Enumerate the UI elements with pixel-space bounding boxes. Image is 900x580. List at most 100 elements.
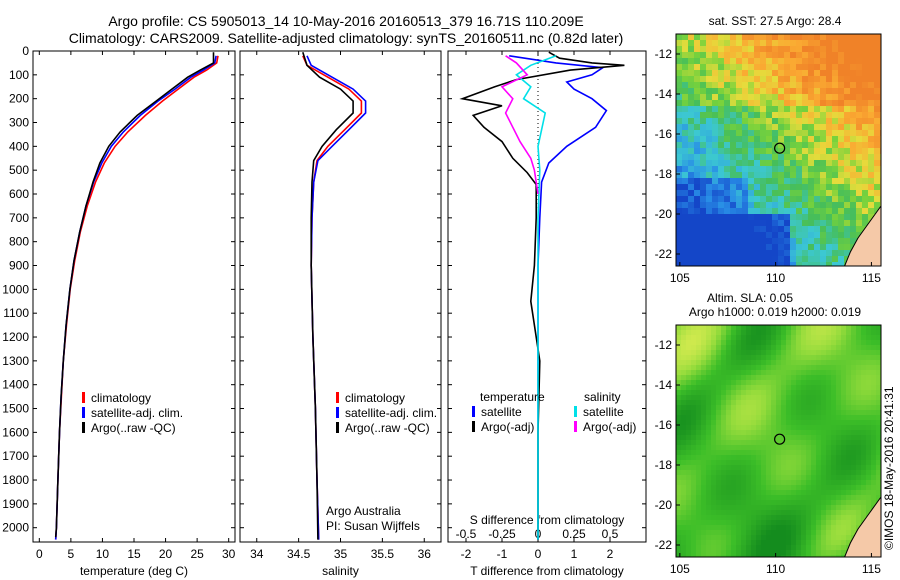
legend-swatch-climatology — [336, 392, 339, 403]
x-tick-label: 36 — [418, 547, 432, 561]
annotation-line-1: Argo Australia — [326, 504, 401, 518]
top-tick-label: -0.25 — [488, 527, 516, 541]
legend-label-satellite: satellite — [583, 405, 624, 419]
series-temperature-argo-adj — [459, 51, 625, 540]
y-tick-label: 500 — [9, 163, 29, 177]
legend-swatch-argo-raw-qc — [336, 422, 339, 433]
legend-swatch-satellite — [472, 406, 475, 417]
y-tick-label: -14 — [655, 87, 673, 101]
x-tick-label: 30 — [222, 547, 236, 561]
series-salinity-satellite — [515, 55, 557, 540]
y-tick-label: 300 — [9, 116, 29, 130]
top-tick-label: 0.5 — [602, 527, 619, 541]
x-tick-label: 34.5 — [287, 547, 311, 561]
map-field — [676, 34, 882, 267]
difference-profile-chart: -2 -1 0 1 2 T difference from climatology -0.5… — [447, 50, 647, 578]
legend-swatch-argo-adj — [472, 421, 475, 432]
sst-map: sat. SST: 27.5 Argo: 28.4 105 110 115 -12 -14… — [655, 14, 882, 285]
y-tick-label: 1300 — [2, 354, 29, 368]
x-tick-label: 105 — [670, 271, 690, 285]
y-tick-label: 600 — [9, 187, 29, 201]
y-tick-label: 400 — [9, 139, 29, 153]
x-tick-label: 35 — [334, 547, 348, 561]
legend-swatch-climatology — [82, 392, 85, 403]
y-tick-label: -20 — [655, 498, 673, 512]
x-tick-label: -1 — [497, 547, 508, 561]
series-argo-raw-qc — [54, 52, 215, 538]
plot-frame — [32, 50, 236, 543]
y-tick-label: -18 — [655, 458, 673, 472]
x-tick-label: 5 — [68, 547, 75, 561]
y-tick-label: 1500 — [2, 402, 29, 416]
legend-label-satellite: satellite — [481, 405, 522, 419]
x-tick-label: 2 — [607, 547, 614, 561]
x-axis-label: temperature (deg C) — [80, 564, 188, 578]
legend-label-argo-raw-qc: Argo(..raw -QC) — [345, 421, 430, 435]
y-tick-label: 200 — [9, 92, 29, 106]
y-tick-label: 1000 — [2, 282, 29, 296]
top-tick-label: 0.25 — [562, 527, 586, 541]
y-tick-label: 2000 — [2, 521, 29, 535]
y-tick-label: 1400 — [2, 378, 29, 392]
imos-credit: ©IMOS 18-May-2016 20:41:31 — [882, 386, 896, 550]
x-tick-label: 34 — [250, 547, 264, 561]
y-tick-label: -18 — [655, 167, 673, 181]
top-axis-label: S difference from climatology — [470, 513, 625, 527]
y-tick-label: 1200 — [2, 330, 29, 344]
x-tick-label: 0 — [535, 547, 542, 561]
y-tick-label: -12 — [655, 338, 673, 352]
y-tick-label: -16 — [655, 418, 673, 432]
x-tick-label: 115 — [862, 271, 881, 285]
legend-label-satellite-adj-clim: satellite-adj. clim. — [345, 406, 437, 420]
y-tick-label: -20 — [655, 207, 673, 221]
legend-label-climatology: climatology — [345, 391, 405, 405]
sla-map-title-1: Altim. SLA: 0.05 — [707, 291, 793, 305]
map-frame — [675, 33, 882, 267]
x-tick-label: 110 — [766, 271, 785, 285]
y-tick-label: 700 — [9, 211, 29, 225]
x-tick-label: 15 — [127, 547, 141, 561]
x-tick-label: 115 — [862, 562, 881, 576]
x-tick-label: 25 — [190, 547, 204, 561]
legend-label-satellite-adj-clim: satellite-adj. clim. — [91, 406, 183, 420]
x-tick-label: 105 — [670, 562, 690, 576]
top-tick-label: -0.5 — [456, 527, 477, 541]
legend-swatch-satellite — [574, 406, 577, 417]
argo-float-marker — [774, 433, 786, 445]
series-argo-raw-qc — [302, 51, 354, 540]
y-tick-label: 1600 — [2, 425, 29, 439]
legend-swatch-argo-adj — [574, 421, 577, 432]
y-tick-label: -16 — [655, 127, 673, 141]
x-axis-label: salinity — [322, 564, 359, 578]
y-tick-label: 800 — [9, 235, 29, 249]
x-axis-label: T difference from climatology — [470, 564, 624, 578]
y-tick-label: -22 — [655, 538, 673, 552]
x-tick-label: 0 — [36, 547, 43, 561]
y-tick-label: -12 — [655, 47, 673, 61]
temperature-profile-chart: 0100200300400500600700800900100011001200… — [2, 44, 235, 578]
y-tick-label: 1700 — [2, 449, 29, 463]
y-tick-label: 0 — [22, 44, 29, 58]
x-tick-label: 110 — [766, 562, 785, 576]
x-tick-label: 1 — [571, 547, 578, 561]
legend-label-argo-adj: Argo(-adj) — [481, 420, 534, 434]
y-tick-label: 1100 — [3, 306, 29, 320]
legend-swatch-satellite-adj-clim — [336, 407, 339, 418]
legend-swatch-argo-raw-qc — [82, 422, 85, 433]
y-tick-label: 900 — [9, 259, 29, 273]
y-tick-label: -22 — [655, 247, 673, 261]
title-line-2: Climatology: CARS2009. Satellite-adjuste… — [69, 30, 624, 46]
argo-float-marker — [774, 142, 786, 154]
annotation-line-2: PI: Susan Wijffels — [326, 519, 420, 533]
map-field — [676, 325, 882, 558]
y-tick-label: 1800 — [2, 473, 29, 487]
x-tick-label: 20 — [159, 547, 173, 561]
y-tick-label: -14 — [655, 378, 673, 392]
title-line-1: Argo profile: CS 5905013_14 10-May-2016 … — [108, 13, 583, 29]
map-frame — [675, 324, 882, 558]
x-tick-label: -2 — [461, 547, 472, 561]
legend-label-climatology: climatology — [91, 391, 151, 405]
y-tick-label: 1900 — [2, 497, 29, 511]
salinity-profile-chart: 34 34.5 35 35.5 36 salinity climatologysatelli… — [239, 50, 442, 578]
